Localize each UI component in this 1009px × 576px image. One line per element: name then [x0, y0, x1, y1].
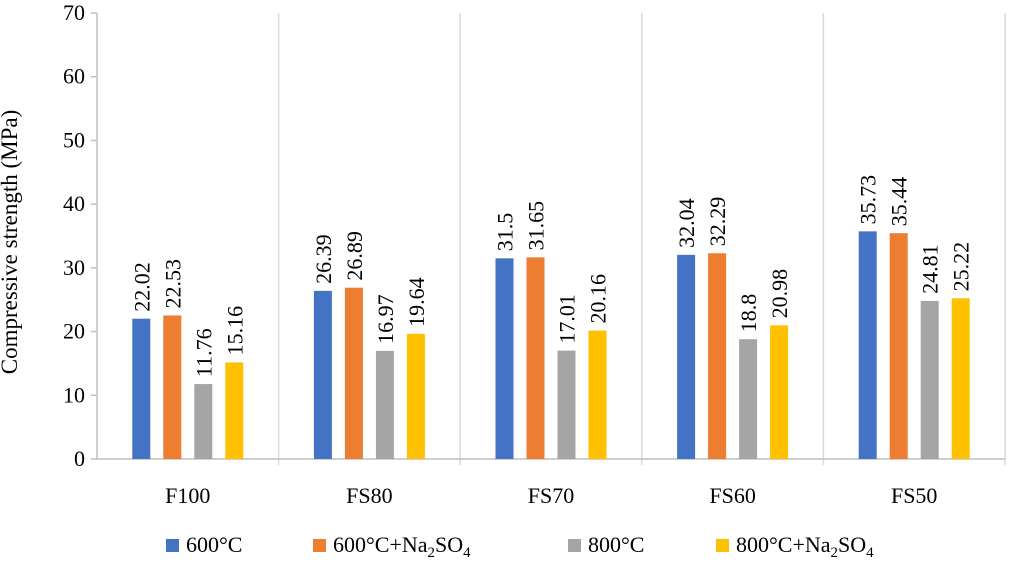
bar	[194, 384, 213, 459]
bar	[526, 257, 545, 459]
legend-item: 800°C+Na2SO4	[716, 532, 874, 561]
bar	[858, 231, 877, 459]
data-label: 16.97	[373, 294, 398, 344]
bar	[920, 300, 939, 459]
data-label: 20.98	[767, 269, 792, 319]
data-label: 22.02	[129, 262, 154, 312]
bar	[951, 298, 970, 459]
legend-label: 600°C	[186, 532, 242, 557]
y-tick-label: 30	[63, 255, 85, 280]
y-tick-label: 10	[63, 382, 85, 407]
x-tick-label: FS80	[346, 483, 392, 508]
x-tick-label: FS70	[528, 483, 574, 508]
y-tick-label: 60	[63, 64, 85, 89]
legend-label: 600°C+Na2SO4	[333, 532, 471, 561]
bar	[375, 350, 394, 459]
data-label: 20.16	[586, 274, 611, 324]
bar	[588, 330, 607, 459]
bar	[344, 287, 363, 459]
data-label: 22.53	[160, 259, 185, 309]
bar	[495, 258, 514, 459]
bar	[313, 290, 332, 459]
data-label: 25.22	[949, 242, 974, 292]
data-label: 26.39	[311, 234, 336, 284]
x-tick-label: FS50	[891, 483, 937, 508]
legend-item: 600°C+Na2SO4	[313, 532, 471, 561]
legend-item: 800°C	[568, 532, 644, 557]
bar	[225, 362, 244, 459]
data-label: 17.01	[555, 294, 580, 344]
bar	[708, 253, 727, 459]
legend-swatch	[568, 539, 581, 552]
data-label: 26.89	[342, 231, 367, 281]
legend-item: 600°C	[166, 532, 242, 557]
legend-label: 800°C+Na2SO4	[736, 532, 874, 561]
y-tick-label: 70	[63, 0, 85, 25]
legend-swatch	[716, 539, 729, 552]
data-label: 15.16	[222, 306, 247, 355]
legend-label: 800°C	[588, 532, 644, 557]
y-tick-label: 20	[63, 319, 85, 344]
data-label: 35.44	[887, 177, 912, 227]
data-label: 32.04	[674, 198, 699, 248]
bar	[677, 254, 696, 459]
x-tick-label: FS60	[709, 483, 755, 508]
bar	[739, 339, 758, 459]
data-label: 32.29	[705, 197, 730, 247]
bar	[132, 318, 151, 459]
y-tick-label: 50	[63, 127, 85, 152]
bar	[770, 325, 789, 459]
data-label: 11.76	[191, 328, 216, 377]
y-tick-label: 0	[74, 446, 85, 471]
bar	[889, 233, 908, 459]
x-tick-label: F100	[165, 483, 210, 508]
data-label: 18.8	[736, 294, 761, 333]
legend-swatch	[313, 539, 326, 552]
gridlines	[277, 13, 1006, 465]
legend-swatch	[166, 539, 179, 552]
legend: 600°C 600°C+Na2SO4 800°C 800°C+Na2SO4	[166, 532, 874, 561]
data-label: 31.65	[524, 201, 549, 251]
y-axis-title: Compressive strength (MPa)	[0, 110, 22, 374]
axes: 0 10 20 30 40 50 60 70 F100 FS80 FS70 FS60 FS50	[63, 0, 1005, 508]
data-label: 35.73	[856, 175, 881, 225]
data-label: 24.81	[918, 244, 943, 294]
data-label: 31.5	[493, 213, 518, 252]
bar	[406, 333, 425, 459]
bar	[557, 350, 576, 459]
y-tick-label: 40	[63, 191, 85, 216]
data-label: 19.64	[404, 277, 429, 327]
bars	[132, 231, 970, 459]
bar	[163, 315, 182, 459]
